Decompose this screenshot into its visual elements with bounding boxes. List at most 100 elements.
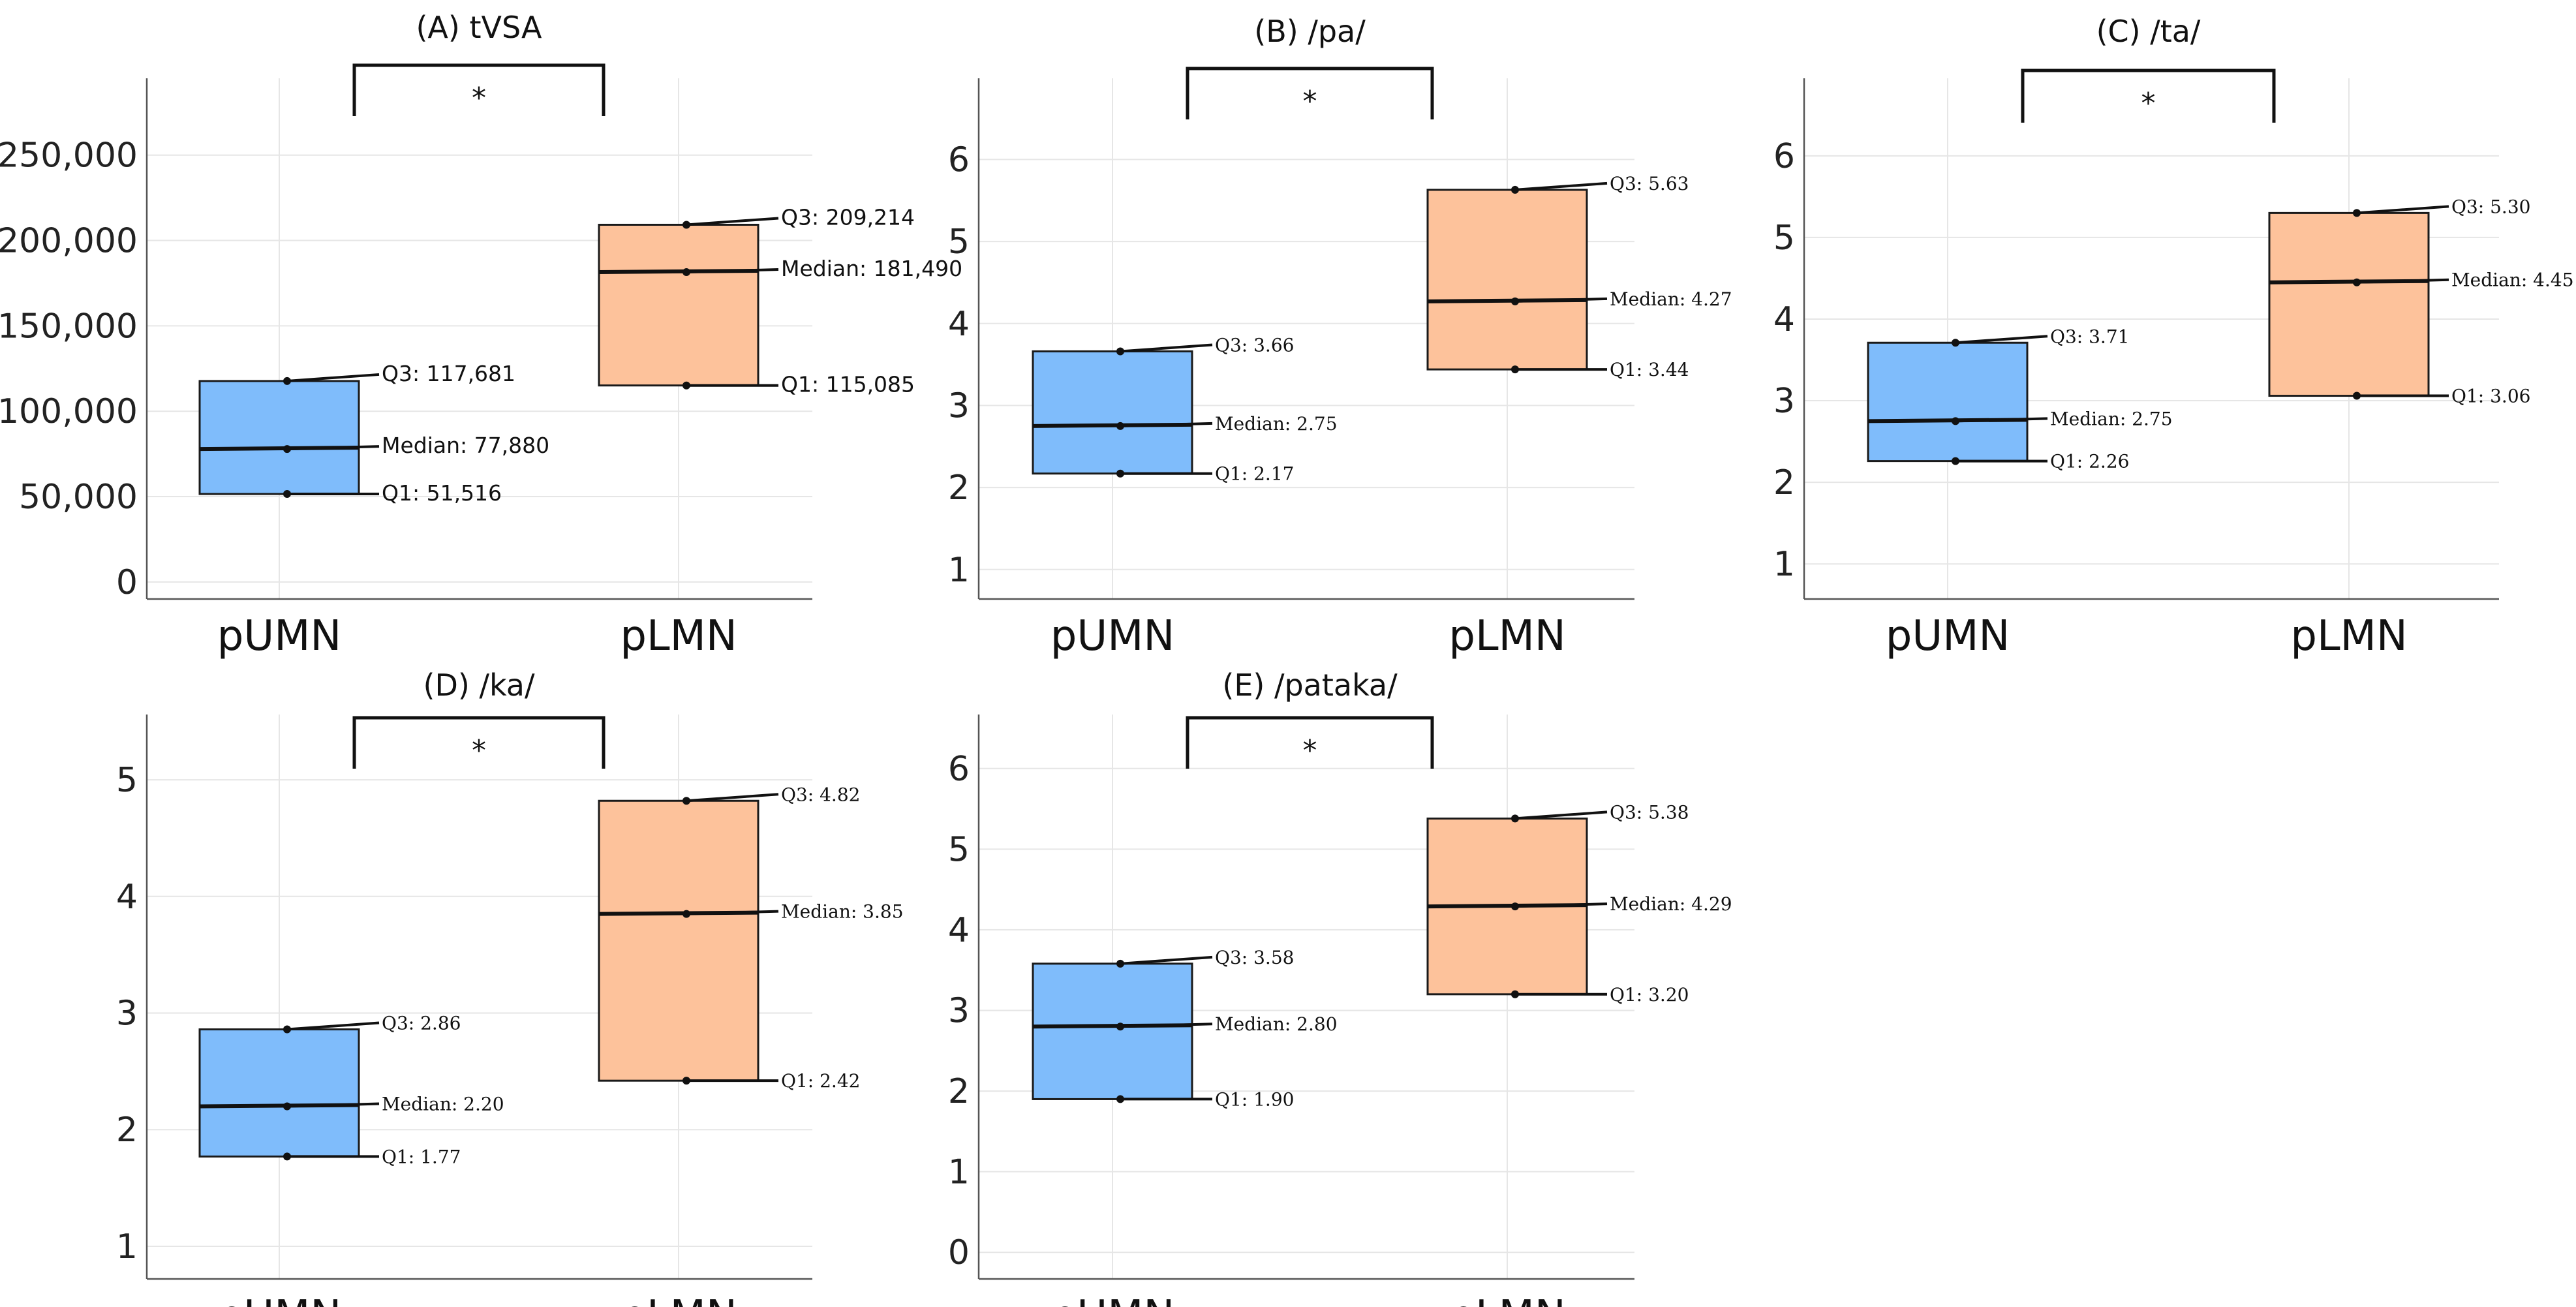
y-tick-label: 5 bbox=[948, 223, 970, 262]
annotation-marker bbox=[1116, 422, 1124, 430]
y-tick-label: 1 bbox=[948, 1153, 970, 1192]
annotation-label: Q1: 1.77 bbox=[382, 1146, 461, 1167]
annotation-marker bbox=[682, 381, 690, 390]
box-pumn bbox=[1032, 350, 1193, 475]
significance-star: * bbox=[1303, 734, 1317, 767]
box-plmn bbox=[2268, 211, 2430, 397]
annotation-leader bbox=[286, 1021, 380, 1031]
annotation-label: Q3: 5.38 bbox=[1610, 801, 1689, 823]
annotation-marker bbox=[1116, 1023, 1124, 1031]
annotation-marker bbox=[1116, 959, 1124, 968]
annotation-marker bbox=[1116, 1095, 1124, 1103]
x-category-label: pUMN bbox=[217, 612, 342, 660]
annotation-leader bbox=[286, 373, 380, 382]
x-category-label: pLMN bbox=[620, 612, 737, 660]
annotation-marker bbox=[1116, 469, 1124, 478]
annotation-marker bbox=[2353, 278, 2361, 286]
annotation-label: Q3: 5.63 bbox=[1610, 173, 1689, 194]
annotation-label: Q3: 5.30 bbox=[2451, 196, 2530, 217]
annotation-marker bbox=[283, 1102, 291, 1111]
y-tick-label: 2 bbox=[948, 469, 970, 508]
significance-star: * bbox=[472, 82, 486, 115]
box-pumn bbox=[1867, 341, 2029, 463]
y-tick-label: 100,000 bbox=[0, 392, 138, 431]
annotation-marker bbox=[1952, 417, 1959, 425]
annotation-marker bbox=[283, 1152, 291, 1161]
annotation-leader bbox=[286, 445, 380, 451]
chart-panel-4: 1 2 3 4 5 pUMN pLMN (D) /ka/ * Q3: 2.86 Median: 2.… bbox=[116, 668, 904, 1307]
significance-bracket bbox=[1186, 67, 1434, 119]
y-tick-label: 4 bbox=[1773, 300, 1795, 339]
y-tick-label: 2 bbox=[1773, 463, 1795, 502]
significance-bracket bbox=[352, 716, 606, 769]
annotation-marker bbox=[1511, 990, 1519, 998]
significance-star: * bbox=[2141, 87, 2156, 120]
significance-bracket bbox=[1186, 716, 1434, 769]
annotation-label: Q3: 3.66 bbox=[1215, 334, 1294, 356]
chart-panel-3: 1 2 3 4 5 6 pUMN pLMN (C) /ta/ * Q3: 3.71 Median: 2… bbox=[1773, 14, 2574, 660]
annotation-label: Q1: 115,085 bbox=[781, 372, 915, 397]
annotation-label: Median: 2.80 bbox=[1215, 1013, 1338, 1035]
annotation-leader bbox=[2356, 205, 2449, 215]
x-category-label: pUMN bbox=[1050, 1292, 1175, 1307]
y-tick-label: 5 bbox=[116, 761, 138, 800]
annotation-marker bbox=[682, 268, 690, 276]
x-category-label: pLMN bbox=[2290, 612, 2407, 660]
annotation-label: Q3: 4.82 bbox=[781, 784, 860, 805]
y-tick-label: 3 bbox=[948, 992, 970, 1031]
annotation-marker bbox=[682, 221, 690, 229]
y-tick-label: 2 bbox=[116, 1111, 138, 1150]
y-tick-label: 0 bbox=[116, 563, 138, 602]
y-tick-label: 6 bbox=[948, 140, 970, 179]
annotation-label: Q1: 3.06 bbox=[2451, 386, 2530, 407]
annotation-label: Q3: 3.71 bbox=[2050, 326, 2129, 347]
significance-bracket bbox=[352, 63, 606, 116]
annotation-marker bbox=[2353, 209, 2361, 217]
y-tick-label: 3 bbox=[948, 386, 970, 425]
box-pumn bbox=[198, 380, 360, 495]
chart-panel-5: 0 1 2 3 4 5 6 pUMN pLMN (E) /pataka/ * Q3: 3.58 Medi… bbox=[948, 668, 1732, 1307]
annotation-leader bbox=[1514, 902, 1608, 908]
annotation-marker bbox=[1511, 365, 1519, 374]
annotation-leader bbox=[1120, 343, 1213, 353]
y-tick-label: 1 bbox=[948, 551, 970, 590]
annotation-leader bbox=[1514, 297, 1608, 303]
chart-panel-2: 1 2 3 4 5 6 pUMN pLMN (B) /pa/ * Q3: 3.66 Median: 2… bbox=[948, 14, 1732, 660]
chart-title: (D) /ka/ bbox=[423, 668, 535, 703]
y-tick-label: 200,000 bbox=[0, 222, 138, 261]
y-tick-label: 4 bbox=[948, 305, 970, 344]
box-pumn bbox=[1032, 962, 1193, 1100]
significance-star: * bbox=[472, 734, 486, 767]
annotation-label: Median: 77,880 bbox=[382, 433, 549, 458]
x-category-label: pLMN bbox=[1449, 612, 1565, 660]
annotation-label: Q1: 2.26 bbox=[2050, 451, 2129, 472]
significance-star: * bbox=[1303, 85, 1317, 118]
annotation-marker bbox=[283, 445, 291, 454]
annotation-label: Median: 2.75 bbox=[1215, 413, 1338, 435]
annotation-label: Median: 4.45 bbox=[2451, 269, 2574, 291]
annotation-label: Q1: 3.44 bbox=[1610, 359, 1689, 380]
y-tick-label: 1 bbox=[116, 1227, 138, 1267]
annotation-label: Median: 4.27 bbox=[1610, 288, 1732, 310]
annotation-leader bbox=[1955, 335, 2048, 345]
y-tick-label: 4 bbox=[948, 911, 970, 950]
y-tick-label: 3 bbox=[1773, 382, 1795, 421]
annotation-marker bbox=[283, 377, 291, 385]
y-tick-label: 2 bbox=[948, 1072, 970, 1111]
annotation-label: Median: 2.20 bbox=[382, 1093, 504, 1115]
annotation-label: Median: 2.75 bbox=[2050, 408, 2173, 429]
chart-title: (C) /ta/ bbox=[2096, 14, 2201, 49]
y-tick-label: 3 bbox=[116, 994, 138, 1034]
y-tick-label: 4 bbox=[116, 878, 138, 917]
annotation-marker bbox=[682, 797, 690, 805]
annotation-marker bbox=[1511, 902, 1519, 911]
annotation-label: Q1: 3.20 bbox=[1610, 984, 1689, 1006]
annotation-label: Q1: 51,516 bbox=[382, 480, 502, 506]
y-tick-label: 5 bbox=[948, 830, 970, 869]
box-pumn bbox=[198, 1028, 360, 1158]
annotation-leader bbox=[286, 1102, 380, 1108]
annotation-leader bbox=[2356, 278, 2449, 284]
y-tick-label: 6 bbox=[1773, 137, 1795, 176]
annotation-label: Median: 181,490 bbox=[781, 256, 962, 281]
annotation-leader bbox=[686, 793, 779, 803]
